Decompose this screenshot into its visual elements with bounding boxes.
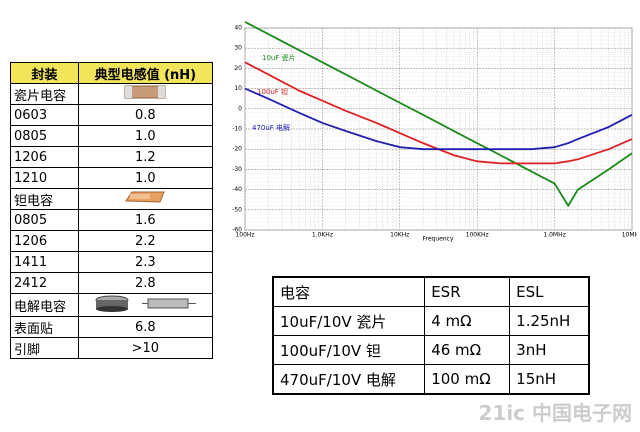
cell: 表面贴 bbox=[10, 316, 79, 338]
cell: 1206 bbox=[10, 230, 79, 252]
ceramic-icon bbox=[124, 85, 166, 99]
cell: 1.0 bbox=[77, 125, 214, 147]
series-label: 10uF 瓷片 bbox=[262, 53, 296, 62]
cell: 2.2 bbox=[77, 230, 214, 252]
cell: 2.3 bbox=[77, 251, 214, 273]
cell: 0.8 bbox=[77, 104, 214, 126]
cell: 1210 bbox=[10, 167, 79, 189]
esr-esl-table: 电容 ESR ESL 10uF/10V 瓷片 4 mΩ 1.25nH 100uF/10V… bbox=[272, 276, 590, 395]
cell: 100 mΩ bbox=[424, 364, 511, 395]
cell: 15nH bbox=[509, 364, 590, 395]
x-axis-title: Frequency bbox=[423, 236, 454, 243]
cell: 3nH bbox=[509, 335, 590, 365]
header-cell: ESL bbox=[509, 276, 590, 307]
icon-cell bbox=[77, 83, 214, 105]
cell: 0603 bbox=[10, 104, 79, 126]
cell: 1206 bbox=[10, 146, 79, 168]
y-tick-label: -60 bbox=[232, 227, 242, 234]
section-cell: 瓷片电容 bbox=[10, 83, 79, 105]
cell: 0805 bbox=[10, 125, 79, 147]
impedance-chart: Frequency -60 -50 -40 -30 -20 -10 0 10 20 30 40 100… bbox=[232, 21, 637, 243]
header-row: 封装 典型电感值 (nH) bbox=[10, 62, 214, 84]
cell: 470uF/10V 电解 bbox=[272, 364, 426, 395]
icon-cell bbox=[77, 188, 214, 210]
cell: 100uF/10V 钽 bbox=[272, 335, 426, 365]
cell: 1.2 bbox=[77, 146, 214, 168]
cell: 4 mΩ bbox=[424, 306, 511, 336]
y-tick-label: -30 bbox=[232, 166, 242, 173]
header-cell: 典型电感值 (nH) bbox=[77, 62, 214, 84]
header-cell: 电容 bbox=[272, 276, 426, 307]
icon-cell bbox=[77, 293, 214, 317]
y-tick-label: 0 bbox=[238, 105, 242, 112]
series-line bbox=[244, 21, 633, 207]
cell: 1.25nH bbox=[509, 306, 590, 336]
y-tick-label: -50 bbox=[232, 206, 242, 213]
cell: 46 mΩ bbox=[424, 335, 511, 365]
x-tick-label: 1.0MHz bbox=[543, 232, 565, 239]
watermark: 21ic 中国电子网 bbox=[478, 401, 632, 425]
y-tick-label: 40 bbox=[234, 25, 242, 32]
cell: 6.8 bbox=[77, 316, 214, 338]
y-tick-label: -20 bbox=[232, 146, 242, 153]
series-line bbox=[244, 87, 633, 151]
cell: 2.8 bbox=[77, 272, 214, 294]
x-tick-label: 100Hz bbox=[235, 232, 254, 239]
x-tick-label: 10MHz bbox=[622, 232, 637, 239]
x-tick-label: 100KHz bbox=[466, 232, 489, 239]
x-tick-label: 10KHz bbox=[390, 232, 409, 239]
header-cell: ESR bbox=[424, 276, 511, 307]
x-tick-label: 1.0KHz bbox=[312, 232, 333, 239]
cell: 1411 bbox=[10, 251, 79, 273]
cell: 1.6 bbox=[77, 209, 214, 231]
section-cell: 电解电容 bbox=[10, 293, 79, 317]
cell: >10 bbox=[77, 337, 214, 359]
y-tick-label: -10 bbox=[232, 126, 242, 133]
electrolytic-icon bbox=[95, 295, 197, 312]
cell: 1.0 bbox=[77, 167, 214, 189]
inductance-table: 封装 典型电感值 (nH) 瓷片电容 0603 0.8 0805 1.0 1206 1.… bbox=[10, 62, 214, 359]
y-tick-label: 20 bbox=[234, 65, 242, 72]
y-tick-label: 10 bbox=[234, 85, 242, 92]
cell: 10uF/10V 瓷片 bbox=[272, 306, 426, 336]
y-tick-label: 30 bbox=[234, 45, 242, 52]
section-cell: 钽电容 bbox=[10, 188, 79, 210]
series-line bbox=[244, 61, 633, 165]
series-label: 100uF 钽 bbox=[257, 87, 288, 96]
y-tick-label: -40 bbox=[232, 186, 242, 193]
tantalum-icon bbox=[125, 191, 166, 203]
series-label: 470uF 电解 bbox=[252, 123, 290, 132]
header-cell: 封装 bbox=[10, 62, 79, 84]
cell: 0805 bbox=[10, 209, 79, 231]
cell: 引脚 bbox=[10, 337, 79, 359]
cell: 2412 bbox=[10, 272, 79, 294]
